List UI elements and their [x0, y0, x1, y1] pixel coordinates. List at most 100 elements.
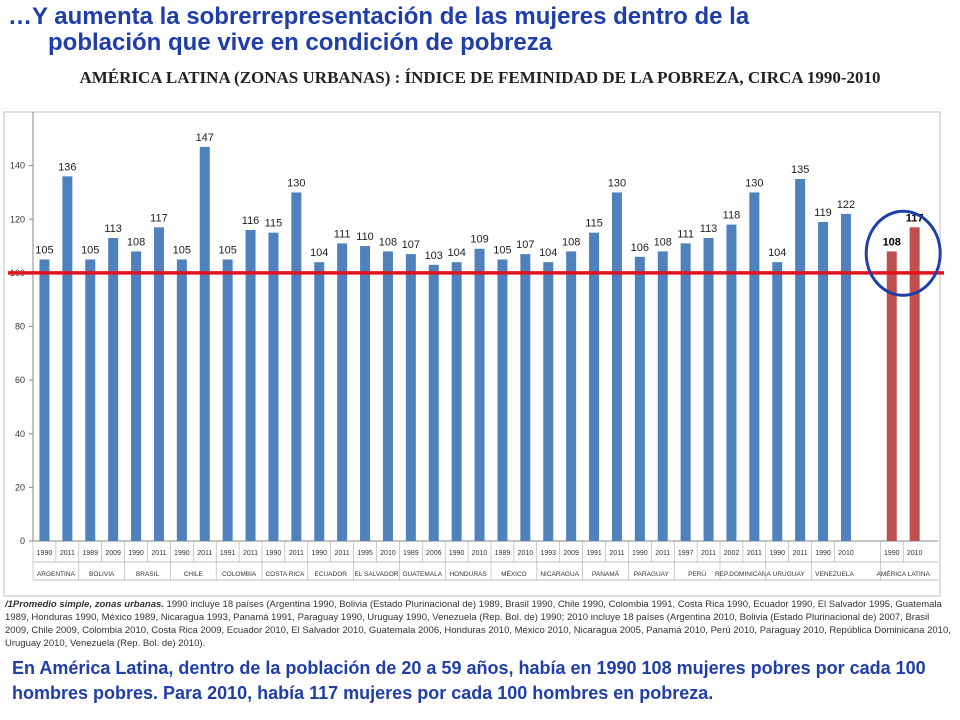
x-category-label: BOLIVIA	[89, 571, 115, 578]
data-label: 122	[837, 199, 855, 211]
x-tick-year: 1990	[174, 550, 190, 557]
x-tick-year: 1989	[82, 550, 98, 557]
x-category-label: EL SALVADOR	[355, 571, 399, 578]
data-label: 147	[196, 132, 214, 144]
bar	[360, 246, 371, 541]
x-tick-year: 1990	[884, 550, 900, 557]
x-tick-year: 2010	[518, 550, 534, 557]
bar	[222, 259, 233, 541]
x-tick-year: 1997	[678, 550, 694, 557]
x-tick-year: 2011	[289, 550, 304, 557]
bar	[886, 251, 897, 542]
x-tick-year: 2011	[655, 550, 670, 557]
bar	[153, 227, 164, 541]
x-tick-year: 2011	[793, 550, 808, 557]
data-label: 105	[35, 244, 53, 256]
x-tick-year: 2010	[472, 550, 488, 557]
y-tick-label: 140	[10, 161, 25, 171]
data-label: 108	[562, 236, 580, 248]
data-label: 130	[287, 177, 305, 189]
x-tick-year: 1990	[37, 550, 53, 557]
bar	[657, 251, 668, 542]
x-tick-year: 1990	[311, 550, 327, 557]
data-label: 113	[700, 223, 718, 235]
x-tick-year: 2009	[563, 550, 579, 557]
data-label: 115	[265, 218, 283, 230]
data-label: 118	[723, 210, 741, 222]
x-tick-year: 2011	[335, 550, 350, 557]
bar	[451, 262, 462, 541]
footnote: /1Promedio simple, zonas urbanas. 1990 i…	[5, 598, 953, 650]
x-category-label: GUATEMALA	[402, 571, 442, 578]
data-label: 106	[631, 242, 649, 254]
x-tick-year: 1989	[495, 550, 511, 557]
bar	[199, 146, 210, 541]
bar	[39, 259, 50, 541]
bar	[634, 256, 645, 541]
y-tick-label: 60	[15, 375, 25, 385]
x-tick-year: 1990	[266, 550, 282, 557]
x-category-label: CHILE	[184, 571, 204, 578]
data-label: 108	[883, 236, 901, 248]
x-category-label: REP.DOMINICANA	[715, 571, 772, 578]
bar	[680, 243, 691, 541]
bar	[818, 221, 829, 541]
data-label: 130	[608, 177, 626, 189]
y-tick-label: 0	[20, 536, 25, 546]
bar	[611, 192, 622, 541]
x-category-label: NICARAGUA	[540, 571, 579, 578]
bar	[543, 262, 554, 541]
bar	[314, 262, 325, 541]
data-label: 136	[58, 161, 76, 173]
x-tick-year: 2011	[701, 550, 716, 557]
x-tick-year: 2010	[380, 550, 396, 557]
x-tick-year: 1990	[815, 550, 831, 557]
y-tick-label: 120	[10, 214, 25, 224]
x-tick-year: 1995	[357, 550, 373, 557]
x-category-label: PERÚ	[688, 569, 706, 578]
data-label: 105	[493, 244, 511, 256]
bar	[428, 264, 439, 541]
data-label: 107	[402, 239, 420, 251]
x-tick-year: 1993	[540, 550, 556, 557]
bar	[909, 227, 920, 541]
bar	[566, 251, 577, 542]
data-label: 107	[516, 239, 534, 251]
x-tick-year: 2011	[243, 550, 258, 557]
data-label: 104	[310, 247, 328, 259]
x-category-label: ARGENTINA	[37, 571, 76, 578]
chart-title: AMÉRICA LATINA (ZONAS URBANAS) : ÍNDICE …	[79, 68, 881, 87]
bar	[176, 259, 187, 541]
y-tick-label: 40	[15, 429, 25, 439]
x-category-label: AMÉRICA LATINA	[877, 569, 931, 578]
data-label: 108	[127, 236, 145, 248]
bar	[291, 192, 302, 541]
data-label: 113	[104, 223, 122, 235]
x-tick-year: 2010	[907, 550, 923, 557]
bar	[245, 229, 256, 541]
bar	[772, 262, 783, 541]
bar	[268, 232, 279, 541]
bar	[85, 259, 96, 541]
highlight-circle	[864, 209, 942, 297]
x-tick-year: 2002	[724, 550, 740, 557]
data-label: 108	[654, 236, 672, 248]
bar	[382, 251, 393, 542]
x-tick-year: 1991	[586, 550, 602, 557]
x-category-label: URUGUAY	[773, 571, 806, 578]
x-tick-year: 1990	[632, 550, 648, 557]
x-tick-year: 1990	[449, 550, 465, 557]
bar	[520, 254, 531, 541]
data-label: 103	[425, 250, 443, 262]
x-tick-year: 1989	[403, 550, 419, 557]
data-label: 104	[447, 247, 465, 259]
data-label: 104	[539, 247, 557, 259]
x-category-label: BRASIL	[136, 571, 160, 578]
summary-text: En América Latina, dentro de la població…	[12, 658, 926, 703]
x-tick-year: 2011	[60, 550, 75, 557]
x-tick-year: 2011	[151, 550, 166, 557]
x-category-label: ECUADOR	[314, 571, 347, 578]
data-label: 115	[585, 218, 603, 230]
x-tick-year: 1990	[769, 550, 785, 557]
